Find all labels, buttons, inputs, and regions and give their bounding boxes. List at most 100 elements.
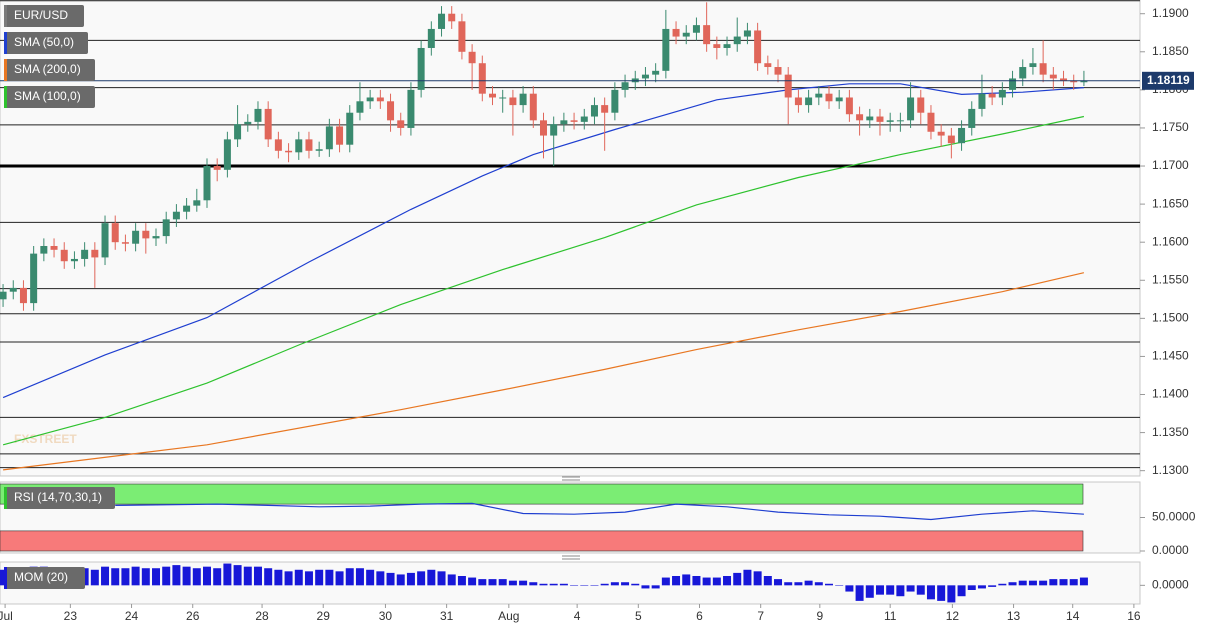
legend-stripe (4, 5, 7, 27)
candle-body (111, 223, 119, 243)
candle-body (845, 97, 853, 115)
candle-body (366, 97, 374, 102)
mom-bar (427, 569, 436, 586)
x-tick-label: 16 (1127, 609, 1141, 623)
legend-stripe (4, 567, 7, 589)
x-tick-label: 31 (440, 609, 454, 623)
candle-body (274, 139, 282, 151)
candle-body (489, 93, 497, 98)
mom-bar (529, 582, 538, 586)
candle-body (896, 120, 904, 122)
candle-body (560, 120, 568, 125)
mom-bar (213, 568, 222, 586)
candle-body (754, 30, 762, 64)
mom-bar (182, 566, 191, 586)
legend-label: MOM (20) (14, 570, 68, 584)
mom-bar (1069, 579, 1078, 586)
x-tick-label: 7 (757, 609, 764, 623)
mom-bar (304, 571, 313, 586)
candle-body (427, 28, 435, 48)
legend-stripe (4, 86, 7, 108)
candle-body (387, 101, 395, 121)
mom-bar (152, 568, 161, 586)
mom-bar (519, 580, 528, 586)
mom-bar (651, 585, 660, 589)
candle-body (70, 258, 78, 262)
mom-bar (906, 585, 915, 592)
x-tick-label: 14 (1066, 609, 1080, 623)
legend-label: SMA (50,0) (14, 35, 74, 49)
candle-body (213, 166, 221, 170)
mom-bar (457, 576, 466, 586)
mom-bar (437, 571, 446, 586)
mom-bar (702, 577, 711, 586)
mom-bar (294, 569, 303, 586)
mom-bar (101, 566, 110, 586)
mom-bar (967, 585, 976, 590)
resize-handle[interactable] (562, 476, 580, 481)
mom-bar (274, 569, 283, 586)
mom-bar (712, 577, 721, 586)
mom-bar (468, 577, 477, 586)
candle-body (917, 97, 925, 113)
candle-body (81, 249, 89, 259)
y-tick-label: 1.1400 (1152, 387, 1189, 401)
mom-bar (988, 585, 997, 587)
sma-line (3, 272, 1085, 471)
mom-bar (508, 580, 517, 586)
y-tick-label: 1.1850 (1152, 44, 1189, 58)
mom-bar (814, 582, 823, 586)
candle-body (101, 223, 109, 258)
candle-body (9, 287, 17, 292)
y-tick-label: 50.0000 (1152, 510, 1196, 524)
mom-bar (998, 583, 1007, 586)
candle-body (580, 116, 588, 122)
mom-bar (417, 571, 426, 586)
mom-bar (600, 583, 609, 586)
candle-body (743, 30, 751, 37)
mom-bar (406, 572, 415, 586)
x-tick-label: 29 (317, 609, 331, 623)
mom-bar (315, 569, 324, 586)
candle-body (764, 63, 772, 68)
resize-handle[interactable] (562, 555, 580, 560)
mom-bar (896, 585, 905, 597)
candle-body (703, 25, 711, 45)
candle-body (1070, 80, 1078, 83)
last-price-label: 1.18119 (1147, 73, 1190, 87)
candle-body (774, 67, 782, 75)
mom-bar (264, 568, 273, 586)
candle-body (448, 13, 456, 22)
mom-bar (131, 566, 140, 586)
mom-bar (233, 565, 242, 586)
mom-bar (835, 585, 844, 586)
mom-bar (590, 585, 599, 586)
x-tick-label: 26 (186, 609, 200, 623)
mom-bar (865, 585, 874, 598)
x-tick-label: 30 (379, 609, 393, 623)
mom-bar (957, 585, 966, 597)
mom-bar (886, 585, 895, 595)
legend-label: RSI (14,70,30,1) (14, 490, 102, 504)
x-tick-label: 4 (574, 609, 581, 623)
x-tick-label: 28 (255, 609, 269, 623)
legend-box (4, 32, 88, 54)
candle-body (315, 149, 323, 151)
candle-body (866, 116, 874, 121)
candle-body (907, 97, 915, 121)
candle-body (978, 93, 986, 109)
candle-body (1029, 63, 1037, 68)
y-tick-label: 0.0000 (1152, 578, 1189, 592)
candle-body (509, 97, 517, 106)
candle-body (601, 105, 609, 113)
mom-bar (1008, 582, 1017, 586)
mom-bar (90, 569, 99, 586)
legend-box (4, 86, 95, 108)
candle-body (682, 32, 690, 37)
candle-body (805, 97, 813, 106)
mom-bar (121, 568, 130, 586)
mom-bar (661, 577, 670, 586)
candle-body (142, 230, 150, 239)
candle-body (835, 97, 843, 102)
legend-box (4, 487, 115, 509)
